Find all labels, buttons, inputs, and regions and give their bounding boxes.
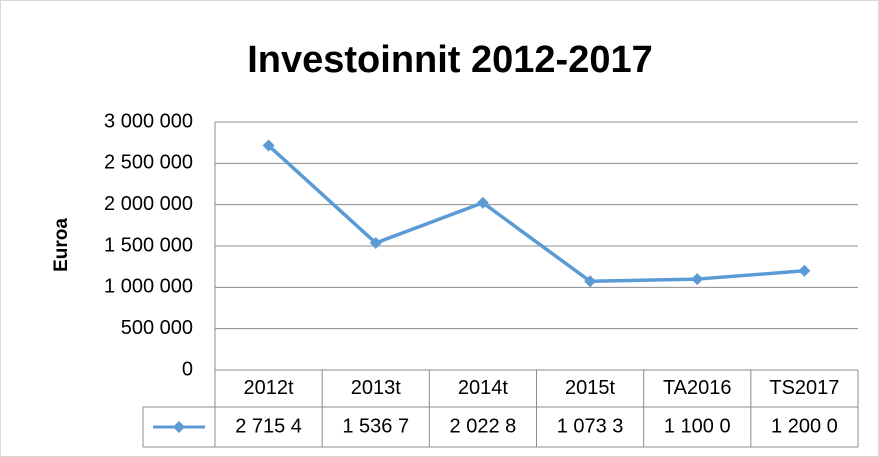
x-tick-label: 2012t xyxy=(244,377,294,399)
y-tick-label: 2 000 000 xyxy=(104,193,193,215)
table-value: 1 100 0 xyxy=(664,415,731,437)
table-value: 2 715 4 xyxy=(235,415,302,437)
x-tick-label: 2013t xyxy=(351,377,401,399)
table-value: 1 200 0 xyxy=(771,415,838,437)
marker xyxy=(369,236,382,249)
y-tick-label: 3 000 000 xyxy=(104,110,193,132)
y-tick-label: 1 500 000 xyxy=(104,234,193,256)
x-tick-label: 2015t xyxy=(565,377,615,399)
y-axis-label: Euroa xyxy=(51,218,72,272)
marker xyxy=(476,196,489,209)
x-tick-label: TS2017 xyxy=(769,377,839,399)
marker xyxy=(798,264,811,277)
table-value: 1 536 7 xyxy=(342,415,409,437)
y-tick-label: 2 500 000 xyxy=(104,152,193,174)
x-tick-label: TA2016 xyxy=(663,377,732,399)
y-tick-label: 500 000 xyxy=(121,317,193,339)
legend-marker xyxy=(173,421,185,433)
marker xyxy=(691,273,704,286)
y-tick-label: 0 xyxy=(182,358,193,380)
line xyxy=(267,144,805,284)
chart-title: Investoinnit 2012-2017 xyxy=(247,39,653,81)
x-tick-label: 2014t xyxy=(458,377,508,399)
y-tick-label: 1 000 000 xyxy=(104,276,193,298)
marker xyxy=(262,139,275,152)
table-value: 2 022 8 xyxy=(450,415,517,437)
marker xyxy=(584,275,597,288)
table-value: 1 073 3 xyxy=(557,415,624,437)
